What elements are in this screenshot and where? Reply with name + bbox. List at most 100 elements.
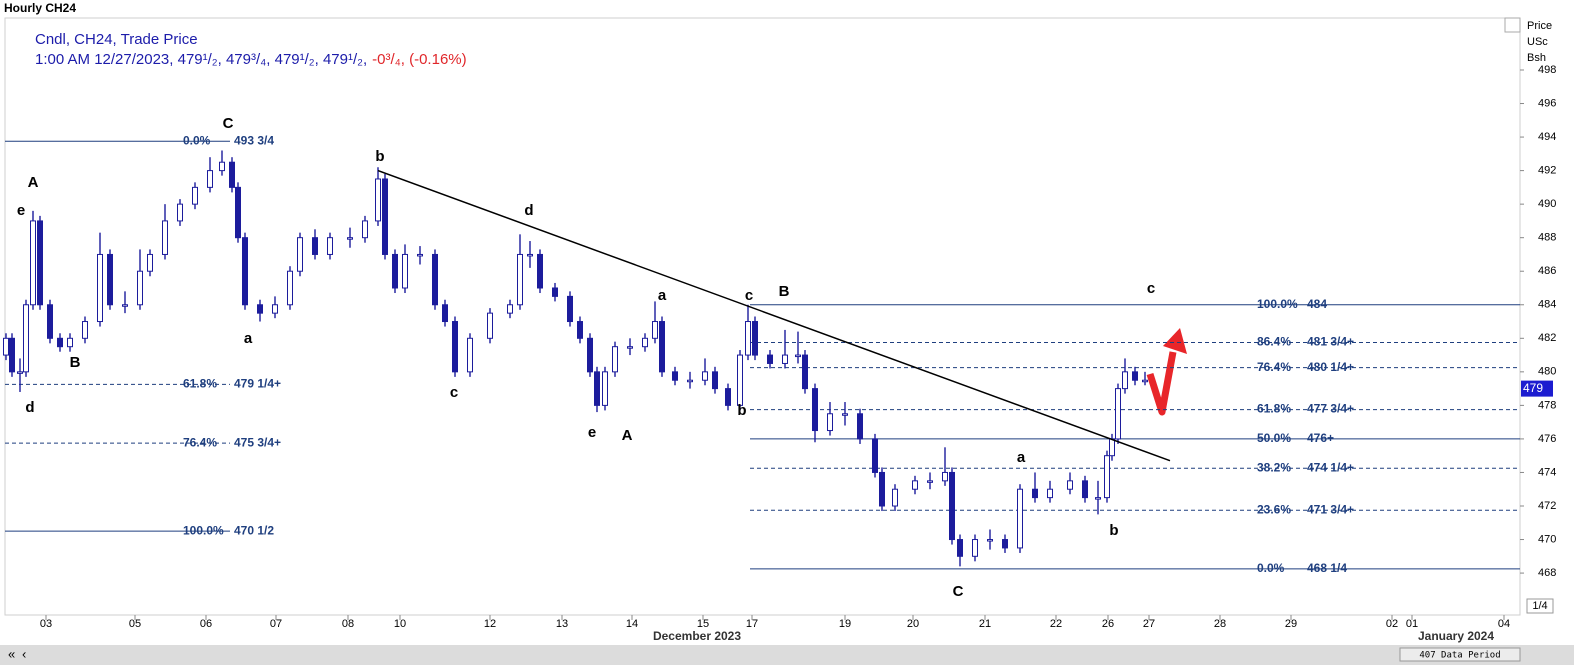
candle-body xyxy=(857,413,863,440)
x-tick-label: 02 xyxy=(1386,618,1398,630)
candle-body xyxy=(802,354,808,390)
arrow-head xyxy=(1163,328,1187,354)
legend-values: 1:00 AM 12/27/2023, 479¹/₂, 479³/₄, 479¹… xyxy=(35,51,467,68)
candle-body xyxy=(97,253,103,323)
candle-body xyxy=(47,304,53,339)
y-tick-label: 496 xyxy=(1538,97,1556,109)
wave-label: a xyxy=(1017,449,1026,466)
fib-percent: 61.8% xyxy=(1257,402,1291,416)
x-tick-label: 21 xyxy=(979,618,991,630)
fib-price: 475 3/4+ xyxy=(234,435,281,449)
fib-price: 481 3/4+ xyxy=(1307,335,1354,349)
candle-body xyxy=(702,371,708,381)
y-tick-label: 488 xyxy=(1538,232,1556,244)
candle-body xyxy=(402,253,408,289)
fib-percent: 50.0% xyxy=(1257,431,1291,445)
legend-quote: 1:00 AM 12/27/2023, 479¹/₂, 479³/₄, 479¹… xyxy=(35,51,367,68)
candle-body xyxy=(879,471,885,507)
wave-label: B xyxy=(70,354,81,371)
x-month-label: December 2023 xyxy=(653,629,741,643)
candle-body xyxy=(1104,455,1110,499)
y-tick-label: 470 xyxy=(1538,533,1556,545)
scroll-left[interactable]: « xyxy=(8,646,15,661)
wave-label: d xyxy=(25,399,34,416)
candle-body xyxy=(712,371,718,390)
candle-body xyxy=(912,480,918,490)
x-tick-label: 10 xyxy=(394,618,406,630)
fib-percent: 100.0% xyxy=(1257,297,1298,311)
plot-frame xyxy=(4,17,1521,616)
x-tick-label: 15 xyxy=(697,618,709,630)
legend-change: -0³/₄, (-0.16%) xyxy=(372,51,466,68)
page-label: 1/4 xyxy=(1532,600,1547,612)
x-tick-label: 13 xyxy=(556,618,568,630)
candle-body xyxy=(375,178,381,222)
wave-label: C xyxy=(223,115,234,132)
fib-price: 479 1/4+ xyxy=(234,377,281,391)
candle-body xyxy=(1047,488,1053,499)
candle-body xyxy=(1132,371,1138,381)
fib-percent: 0.0% xyxy=(1257,561,1285,575)
candle-body xyxy=(30,220,36,306)
x-tick-label: 05 xyxy=(129,618,141,630)
candle-body xyxy=(687,379,693,383)
y-tick-label: 472 xyxy=(1538,500,1556,512)
y-axis-title: Bsh xyxy=(1527,52,1546,64)
page-box xyxy=(1526,598,1554,614)
candle-body xyxy=(107,253,113,306)
wave-label: a xyxy=(658,287,667,304)
corner-box xyxy=(1504,17,1521,33)
candle-body xyxy=(382,178,388,255)
candle-body xyxy=(507,304,513,314)
candle-body xyxy=(672,371,678,381)
x-tick-label: 19 xyxy=(839,618,851,630)
candle-body xyxy=(577,321,583,339)
candle-body xyxy=(1115,388,1121,440)
fib-price: 484 xyxy=(1307,297,1327,311)
x-tick-label: 01 xyxy=(1406,618,1418,630)
candle-body xyxy=(987,539,993,542)
candle-body xyxy=(17,371,23,374)
candle-body xyxy=(67,337,73,348)
x-tick-label: 07 xyxy=(270,618,282,630)
candle-body xyxy=(842,413,848,416)
fib-percent: 23.6% xyxy=(1257,502,1291,516)
candle-body xyxy=(552,287,558,297)
y-tick-label: 490 xyxy=(1538,198,1556,210)
candle-body xyxy=(1032,488,1038,499)
x-tick-label: 22 xyxy=(1050,618,1062,630)
fib-percent: 100.0% xyxy=(183,523,224,537)
x-tick-label: 28 xyxy=(1214,618,1226,630)
candle-body xyxy=(452,321,458,373)
scroll-back[interactable]: ‹ xyxy=(22,646,26,661)
candle-body xyxy=(417,253,423,257)
candle-body xyxy=(327,237,333,255)
chart-title: Hourly CH24 xyxy=(4,1,76,15)
scrollbar[interactable] xyxy=(0,645,1574,665)
candle-body xyxy=(162,220,168,255)
candle-body xyxy=(235,186,241,239)
fib-percent: 86.4% xyxy=(1257,335,1291,349)
candle-body xyxy=(1109,438,1115,457)
candle-body xyxy=(1142,379,1148,383)
wave-label: e xyxy=(17,202,25,219)
candle-body xyxy=(594,371,600,406)
y-tick-label: 492 xyxy=(1538,165,1556,177)
candle-body xyxy=(812,388,818,432)
candle-body xyxy=(347,237,353,240)
candle-body xyxy=(207,170,213,188)
wave-label: a xyxy=(244,330,253,347)
y-tick-label: 482 xyxy=(1538,332,1556,344)
candle-body xyxy=(1017,488,1023,549)
x-tick-label: 03 xyxy=(40,618,52,630)
candle-body xyxy=(745,321,751,356)
y-axis-title: Price xyxy=(1527,20,1552,32)
candle-body xyxy=(362,220,368,239)
candle-body xyxy=(517,253,523,306)
candle-body xyxy=(972,539,978,557)
candle-body xyxy=(892,488,898,507)
candle-body xyxy=(1082,480,1088,499)
y-tick-label: 484 xyxy=(1538,299,1556,311)
candle-body xyxy=(782,354,788,364)
